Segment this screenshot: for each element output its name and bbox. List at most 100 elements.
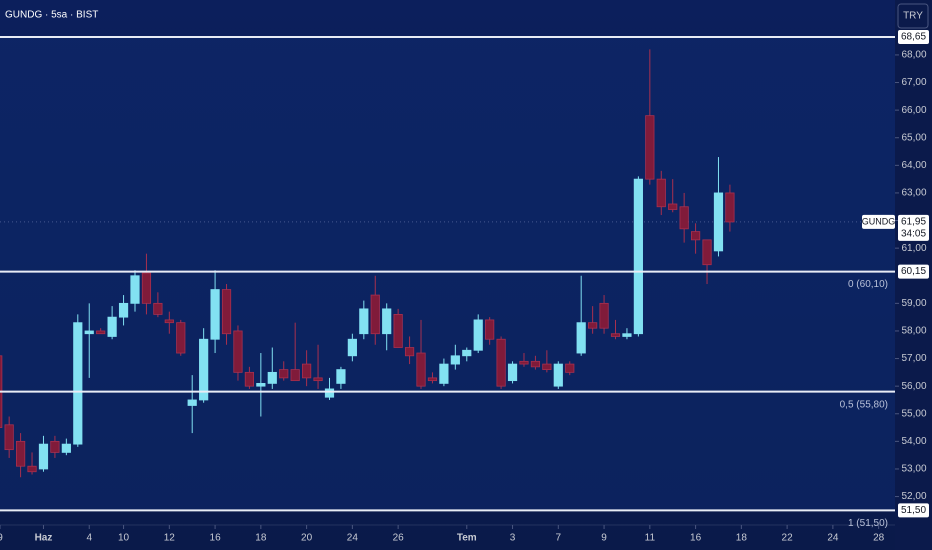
candle-body: [73, 322, 83, 445]
candle-body: [439, 363, 449, 384]
x-tick-label: 18: [255, 533, 267, 544]
candle-body: [450, 355, 460, 365]
y-tick-label: 54,00: [901, 436, 926, 447]
candle-body: [668, 203, 678, 210]
x-tick-label: 28: [873, 533, 885, 544]
level-note: 0,5 (55,80): [840, 399, 888, 410]
y-tick-label: 63,00: [901, 188, 926, 199]
x-tick-label: Haz: [35, 533, 53, 544]
symbol-title: GUNDG · 5sa · BIST: [5, 10, 98, 21]
candle-body: [507, 363, 518, 382]
candle-body: [84, 330, 94, 335]
candle-body: [622, 333, 632, 337]
last-price-box: [898, 214, 929, 241]
candle-body: [519, 360, 529, 365]
x-tick-label: 22: [782, 533, 794, 544]
candle-body: [542, 363, 552, 370]
y-tick-label: 61,00: [901, 243, 926, 254]
y-tick-label: 59,00: [901, 298, 926, 309]
level-note: 1 (51,50): [848, 518, 888, 529]
x-tick-label: 18: [736, 533, 748, 544]
candle-body: [588, 322, 598, 329]
level-price-box: [898, 29, 929, 44]
x-tick-label: 20: [301, 533, 313, 544]
level-note: 0 (60,10): [848, 279, 888, 290]
x-tick-label: 9: [601, 533, 607, 544]
candle-body: [233, 330, 243, 373]
y-tick-label: 56,00: [901, 381, 926, 392]
x-tick-label: 12: [164, 533, 176, 544]
level-price-label: 51,50: [901, 505, 926, 516]
level-price-label: 60,15: [901, 266, 926, 277]
candle-body: [599, 302, 609, 329]
candle-body: [27, 465, 37, 473]
y-tick-label: 65,00: [901, 132, 926, 143]
channel-fill: [0, 36, 895, 511]
candle-body: [610, 333, 621, 337]
candle-body: [267, 371, 277, 384]
candle-body: [15, 440, 26, 467]
x-tick-label: 10: [118, 533, 130, 544]
candle-body: [118, 302, 129, 318]
candle-body: [187, 399, 197, 406]
candle-body: [656, 178, 666, 208]
symbol-label: GUNDG: [862, 216, 896, 226]
candle-body: [702, 239, 712, 266]
candle-body: [279, 369, 289, 379]
x-tick-label: 7: [556, 533, 562, 544]
candle-body: [221, 289, 232, 335]
y-tick-label: 52,00: [901, 491, 926, 502]
x-tick-label: 26: [393, 533, 405, 544]
countdown-label: 34:05: [901, 229, 926, 240]
x-tick-label: Tem: [457, 533, 477, 544]
candle-body: [690, 231, 701, 241]
y-tick-label: 55,00: [901, 408, 926, 419]
candle-body: [530, 360, 541, 368]
x-tick-label: 24: [347, 533, 359, 544]
candle-body: [50, 440, 60, 453]
candle-body: [576, 322, 586, 354]
candle-body: [496, 338, 506, 387]
y-tick-label: 53,00: [901, 464, 926, 475]
candle-body: [313, 377, 323, 382]
candle-body: [359, 308, 369, 335]
candle-body: [130, 275, 140, 304]
y-tick-label: 64,00: [901, 160, 926, 171]
x-tick-label: 16: [210, 533, 222, 544]
candle-body: [645, 115, 655, 180]
candle-body: [462, 349, 472, 357]
currency-label[interactable]: TRY: [903, 11, 923, 22]
y-tick-label: 58,00: [901, 326, 926, 337]
candle-body: [244, 371, 255, 387]
candle-body: [61, 443, 71, 453]
candle-body: [347, 338, 357, 357]
candle-body: [302, 363, 312, 379]
y-tick-label: 67,00: [901, 77, 926, 88]
candle-body: [427, 377, 438, 382]
x-tick-label: 24: [827, 533, 839, 544]
candle-body: [164, 319, 174, 324]
candle-body: [324, 388, 335, 398]
candle-body: [153, 302, 163, 315]
candle-body: [336, 369, 346, 384]
x-tick-label: 4: [86, 533, 92, 544]
candle-body: [382, 308, 392, 335]
y-tick-label: 66,00: [901, 105, 926, 116]
level-price-label: 68,65: [901, 32, 926, 43]
level-price-box: [898, 264, 929, 279]
candle-body: [107, 316, 117, 337]
candle-body: [290, 369, 300, 382]
candle-body: [713, 192, 724, 252]
candle-body: [96, 330, 106, 335]
candle-body: [633, 178, 643, 335]
candle-body: [679, 206, 689, 230]
candle-body: [176, 322, 186, 354]
candle-body: [565, 363, 575, 373]
last-price-label: 61,95: [901, 217, 926, 228]
candle-body: [725, 192, 735, 223]
y-tick-label: 68,00: [901, 50, 926, 61]
currency-button[interactable]: [897, 3, 929, 29]
candle-body: [416, 352, 426, 387]
candle-body: [4, 424, 14, 451]
